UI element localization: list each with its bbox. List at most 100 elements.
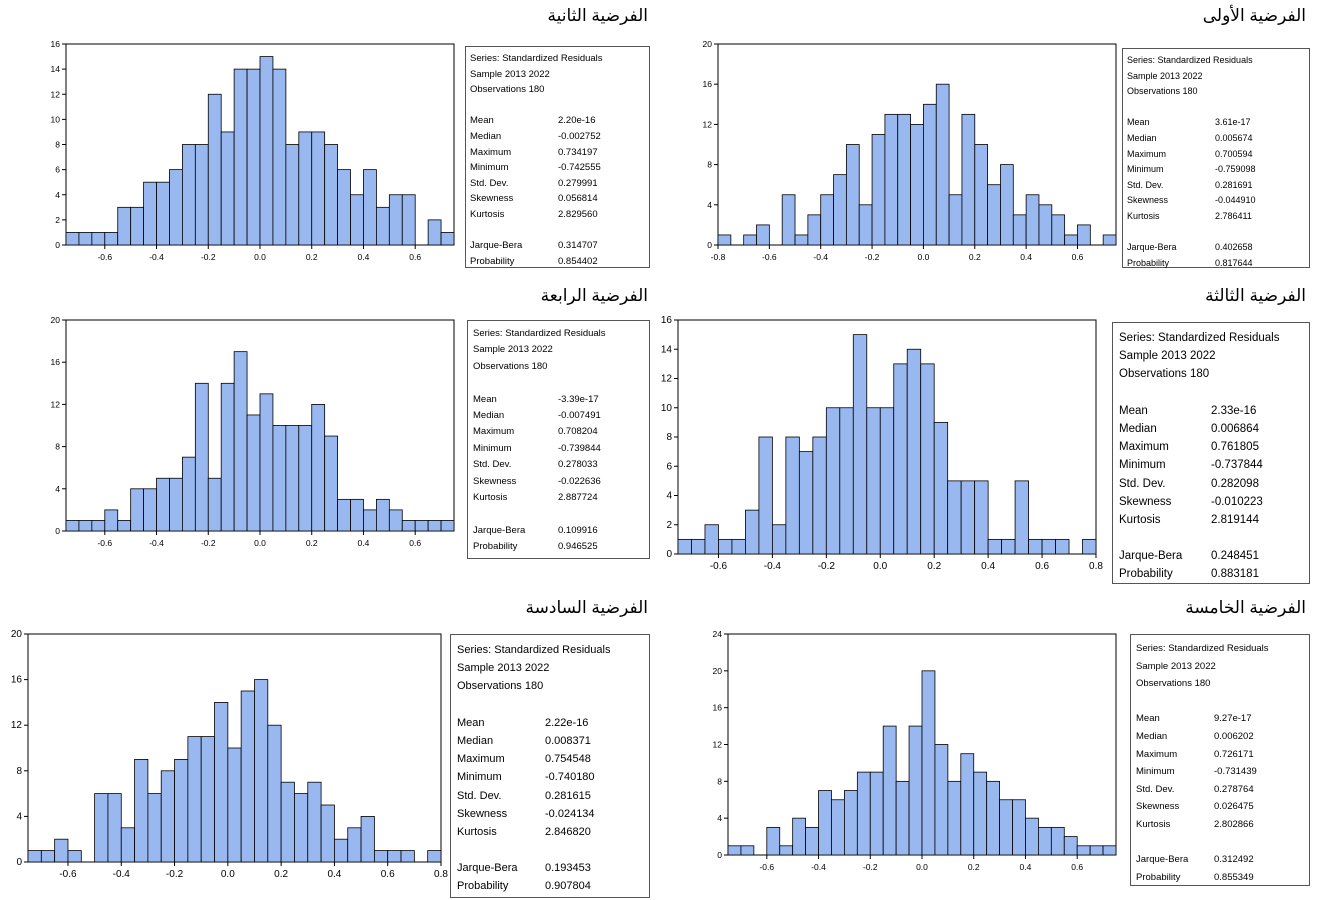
histogram-4: 0 4 8 12 16 20 -0.6 -0.4 -0.2 0.0 0.2 0.4 0.6 <box>51 315 455 548</box>
stats-box-2: Series: Standardized Residuals Sample 201… <box>465 46 650 268</box>
stat-value: 0.006864 <box>1211 422 1259 435</box>
stats-row: Median -0.002752 <box>470 129 645 145</box>
histogram-bar <box>363 509 377 532</box>
stats-test-row: Jarque-Bera 0.248451 <box>1119 547 1303 565</box>
stats-row: Kurtosis 2.802866 <box>1136 816 1304 834</box>
stats-row: Std. Dev. 0.282098 <box>1119 475 1303 493</box>
histogram-bar <box>908 725 923 856</box>
y-tick-label: 20 <box>11 629 23 640</box>
histogram-bar <box>143 488 157 532</box>
stat-label: Minimum <box>473 442 512 454</box>
histogram-bar <box>807 214 822 246</box>
histogram-5: 0 4 8 12 16 20 24 -0.6 -0.4 -0.2 0.0 0.2 0.4 0.6 <box>713 629 1117 872</box>
stat-label: Jarque-Bera <box>1127 242 1177 253</box>
histogram-bar <box>1041 538 1056 555</box>
stats-test-row: Probability 0.854402 <box>470 254 645 270</box>
stat-value: 0.248451 <box>1211 550 1259 563</box>
stat-value: 0.754548 <box>545 753 591 766</box>
stat-value: 0.817644 <box>1215 257 1253 268</box>
histogram-bar <box>882 725 897 856</box>
histogram-bar <box>794 234 809 246</box>
stat-label: Skewness <box>473 475 517 487</box>
stats-row: Maximum 0.708204 <box>473 424 644 440</box>
x-tick-label: -0.2 <box>166 869 184 880</box>
histogram-bar <box>227 747 242 863</box>
stats-row: Skewness -0.022636 <box>473 474 644 490</box>
histogram-bar <box>910 124 924 246</box>
stats-row: Kurtosis 2.786411 <box>1127 209 1305 225</box>
histogram-1: 0 4 8 12 16 20 -0.8 -0.6 -0.4 -0.2 0.0 0.2 0.4 0.6 <box>703 39 1117 262</box>
stats-row: Kurtosis 2.846820 <box>457 823 643 841</box>
stat-label: Std. Dev. <box>457 789 502 802</box>
x-tick-label: -0.6 <box>710 561 728 572</box>
histogram-bar <box>298 131 313 246</box>
stat-value: 3.61e-17 <box>1215 117 1251 128</box>
stat-label: Maximum <box>457 753 505 766</box>
histogram-bar <box>363 169 377 246</box>
x-tick-label: -0.8 <box>711 252 726 262</box>
histogram-bar <box>1014 480 1029 555</box>
stats-row: Kurtosis 2.819144 <box>1119 511 1303 529</box>
stats-row: Kurtosis 2.887724 <box>473 490 644 506</box>
stat-value: 0.278033 <box>558 459 598 471</box>
histogram-bar <box>254 679 269 863</box>
stat-label: Minimum <box>1136 766 1175 778</box>
histogram-bar <box>246 414 261 532</box>
y-tick-label: 4 <box>717 813 722 823</box>
histogram-bar <box>921 670 936 856</box>
stats-row: Skewness -0.010223 <box>1119 493 1303 511</box>
stat-label: Skewness <box>457 807 508 820</box>
stats-row: Skewness -0.024134 <box>457 805 643 823</box>
histogram-bar <box>1025 817 1039 856</box>
x-tick-label: 0.0 <box>221 869 235 880</box>
histogram-bar <box>1051 214 1066 246</box>
histogram-bar <box>987 538 1003 555</box>
stats-row: Std. Dev. 0.281615 <box>457 787 643 805</box>
stat-label: Mean <box>457 716 485 729</box>
stats-row: Kurtosis 2.829560 <box>470 207 645 223</box>
stat-label: Probability <box>1127 257 1170 268</box>
histogram-bar <box>934 744 949 856</box>
histogram-bar <box>207 477 222 532</box>
histogram-bar <box>65 520 80 532</box>
histogram-bar <box>781 194 796 246</box>
histogram-bar <box>104 509 119 532</box>
y-tick-label: 2 <box>55 215 60 225</box>
stats-row: Maximum 0.726171 <box>1136 746 1304 764</box>
stats-row: Skewness 0.026475 <box>1136 798 1304 816</box>
stat-label: Probability <box>470 255 515 267</box>
histogram-bar <box>350 498 364 532</box>
stats-row: Median 0.006202 <box>1136 728 1304 746</box>
stats-row: Skewness 0.056814 <box>470 191 645 207</box>
histogram-bar <box>107 793 122 863</box>
histogram-bar <box>267 724 282 863</box>
stats-test-row: Probability 0.817644 <box>1127 256 1305 272</box>
stats-test-row: Jarque-Bera 0.193453 <box>457 859 643 877</box>
stats-test-row: Probability 0.855349 <box>1136 869 1304 887</box>
stat-label: Kurtosis <box>473 491 508 503</box>
stats-header-line: Observations 180 <box>1119 368 1210 381</box>
stat-label: Probability <box>457 880 509 893</box>
stat-value: -0.010223 <box>1211 495 1263 508</box>
histogram-bar <box>324 144 338 246</box>
histogram-bar <box>307 781 322 863</box>
histogram-bar <box>156 181 170 246</box>
x-tick-label: 0.2 <box>306 538 318 548</box>
histogram-bar <box>758 436 773 555</box>
histogram-bar <box>987 184 1001 246</box>
histogram-bar <box>147 793 162 863</box>
histogram-bar <box>78 232 93 246</box>
histogram-bar <box>866 407 881 555</box>
stat-label: Mean <box>1119 404 1148 417</box>
stats-row: Maximum 0.700594 <box>1127 147 1305 163</box>
histogram-bar <box>181 144 196 246</box>
stat-label: Mean <box>1127 117 1150 128</box>
stats-row: Mean 9.27e-17 <box>1136 710 1304 728</box>
histogram-bar <box>440 232 455 246</box>
y-tick-label: 0 <box>666 549 672 560</box>
stats-row: Minimum -0.742555 <box>470 160 645 176</box>
stat-label: Maximum <box>470 146 512 158</box>
histogram-bar <box>974 144 989 246</box>
stats-header-line: Sample 2013 2022 <box>457 662 550 675</box>
stat-value: 0.278764 <box>1214 783 1254 795</box>
